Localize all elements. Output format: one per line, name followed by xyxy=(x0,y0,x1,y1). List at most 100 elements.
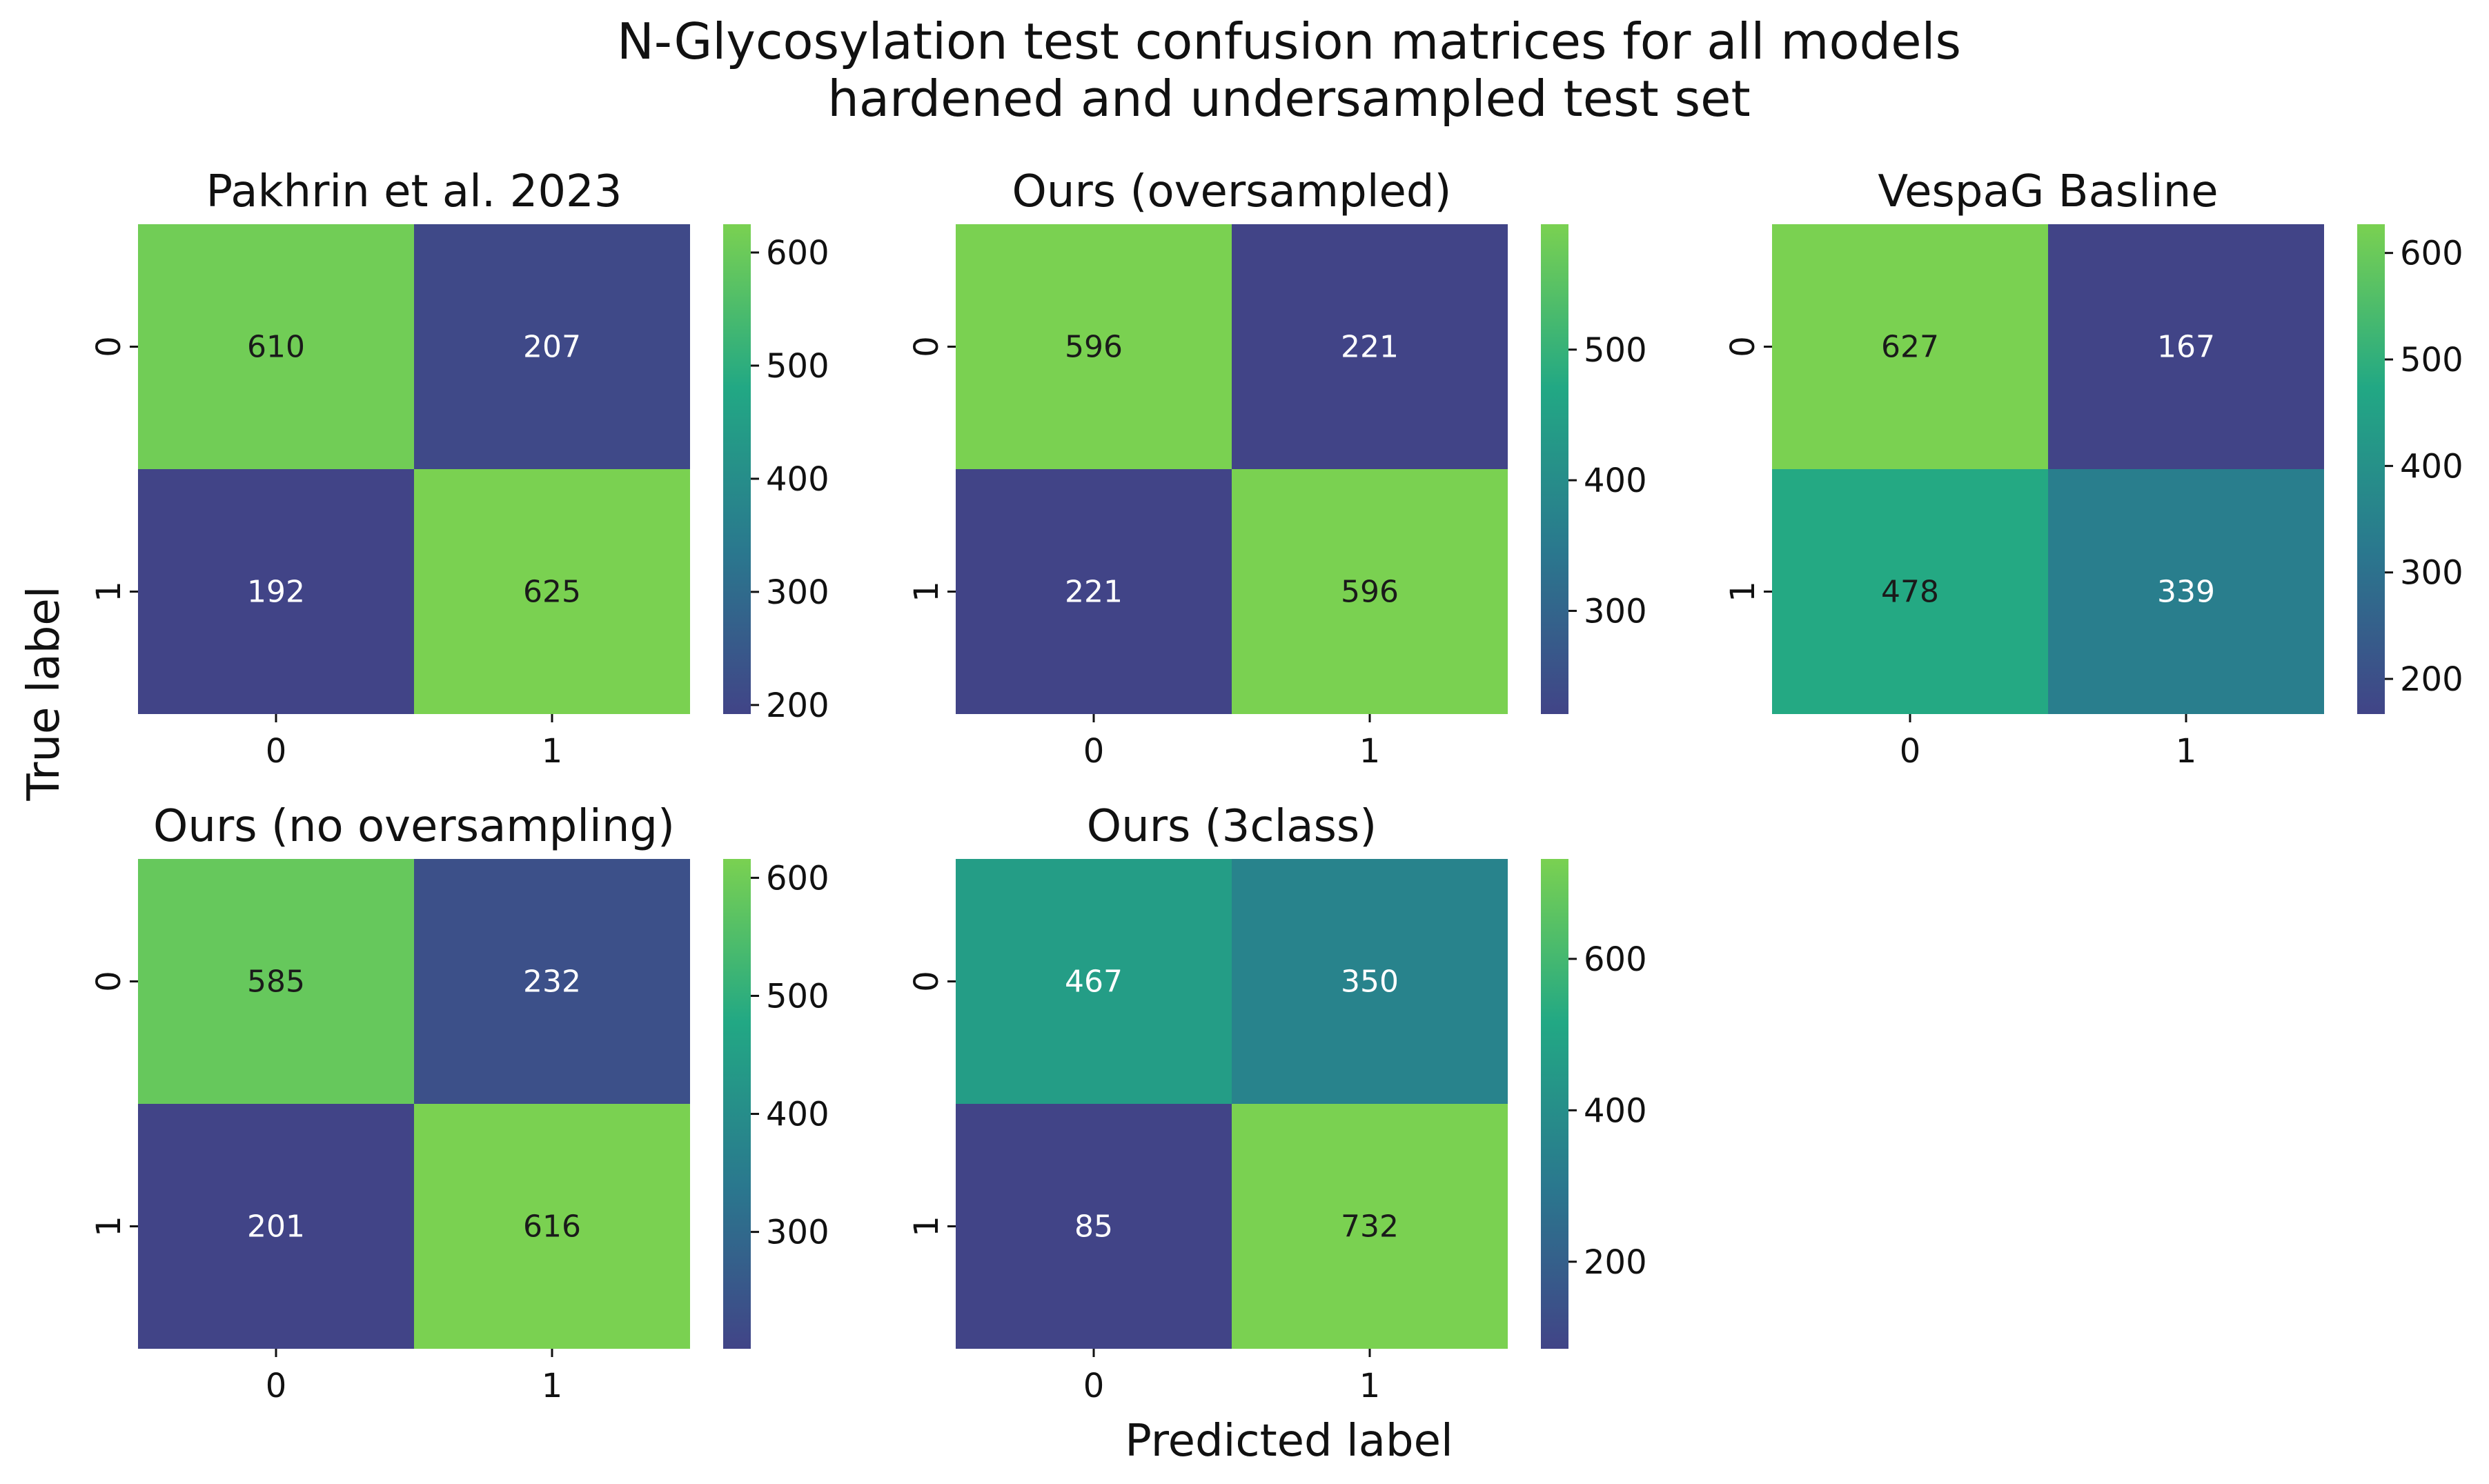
heatmap-panel-1: Pakhrin et al. 2023 610 207 192 625 0 1 0 1 200 30… xyxy=(90,166,829,771)
panel-title: Ours (no oversampling) xyxy=(153,801,675,852)
colorbar-tick-label: 500 xyxy=(766,347,829,386)
heatmap-cell xyxy=(2048,469,2324,714)
heatmap-panel-2: Ours (oversampled) 596 221 221 596 0 1 0 1 300 400… xyxy=(907,166,1647,771)
colorbar-tick-label: 600 xyxy=(766,234,829,273)
colorbar-tick-label: 600 xyxy=(1584,940,1647,979)
cell-value-label: 625 xyxy=(523,575,581,610)
colorbar-tick-label: 500 xyxy=(766,977,829,1016)
y-tick-label: 0 xyxy=(90,336,128,357)
heatmap-cell xyxy=(1772,224,2048,469)
heatmap-cell xyxy=(138,224,414,469)
cell-value-label: 596 xyxy=(1341,575,1399,610)
heatmap-cell xyxy=(1232,224,1508,469)
colorbar-tick-label: 300 xyxy=(1584,592,1647,631)
y-tick-label: 1 xyxy=(907,1216,946,1237)
cell-value-label: 467 xyxy=(1065,964,1123,1000)
cell-value-label: 339 xyxy=(2157,575,2215,610)
colorbar-tick-label: 300 xyxy=(2400,554,2463,593)
colorbar-tick-label: 400 xyxy=(766,460,829,499)
colorbar-tick-label: 200 xyxy=(2400,660,2463,699)
cell-value-label: 192 xyxy=(247,575,305,610)
heatmap-panel-5: Ours (3class) 467 350 85 732 0 1 0 1 200 400 600 xyxy=(907,801,1647,1405)
cell-value-label: 221 xyxy=(1341,330,1399,365)
x-tick-label: 1 xyxy=(542,1367,563,1405)
colorbar-tick-label: 400 xyxy=(766,1096,829,1134)
colorbar-tick-label: 400 xyxy=(2400,447,2463,486)
panel-title: Ours (oversampled) xyxy=(1012,166,1452,217)
heatmap-cell xyxy=(956,859,1232,1104)
colorbar-tick-label: 400 xyxy=(1584,462,1647,500)
colorbar xyxy=(1541,224,1568,714)
colorbar-tick-label: 200 xyxy=(766,686,829,725)
cell-value-label: 207 xyxy=(523,330,581,365)
y-tick-label: 1 xyxy=(90,581,128,602)
y-tick-label: 0 xyxy=(90,971,128,992)
heatmap-cell xyxy=(956,224,1232,469)
x-tick-label: 0 xyxy=(1083,1367,1105,1405)
x-tick-label: 0 xyxy=(1900,732,1921,771)
figure-title-line-1: N-Glycosylation test confusion matrices … xyxy=(617,12,1961,70)
heatmap-cell xyxy=(2048,224,2324,469)
cell-value-label: 201 xyxy=(247,1209,305,1245)
cell-value-label: 167 xyxy=(2157,330,2215,365)
x-tick-label: 0 xyxy=(1083,732,1105,771)
cell-value-label: 350 xyxy=(1341,964,1399,1000)
cell-value-label: 232 xyxy=(523,964,581,1000)
heatmap-cell xyxy=(956,469,1232,714)
heatmap-cell xyxy=(414,224,690,469)
x-tick-label: 1 xyxy=(1359,732,1381,771)
x-tick-label: 0 xyxy=(266,732,287,771)
colorbar-tick-label: 400 xyxy=(1584,1091,1647,1130)
cell-value-label: 221 xyxy=(1065,575,1123,610)
x-tick-label: 1 xyxy=(542,732,563,771)
y-tick-label: 1 xyxy=(1724,581,1762,602)
x-tick-label: 0 xyxy=(266,1367,287,1405)
colorbar xyxy=(723,859,751,1349)
cell-value-label: 585 xyxy=(247,964,305,1000)
heatmap-cell xyxy=(414,859,690,1104)
colorbar xyxy=(2357,224,2385,714)
cell-value-label: 732 xyxy=(1341,1209,1399,1245)
figure-title-line-2: hardened and undersampled test set xyxy=(827,70,1750,128)
heatmap-cell xyxy=(138,859,414,1104)
heatmap-cell xyxy=(1232,859,1508,1104)
colorbar xyxy=(1541,859,1568,1349)
heatmap-cell xyxy=(1772,469,2048,714)
colorbar-tick-label: 600 xyxy=(2400,235,2463,273)
cell-value-label: 616 xyxy=(523,1209,581,1245)
y-tick-label: 0 xyxy=(1724,336,1762,357)
cell-value-label: 627 xyxy=(1881,330,1939,365)
panel-title: Pakhrin et al. 2023 xyxy=(206,166,622,217)
x-tick-label: 1 xyxy=(1359,1367,1381,1405)
cell-value-label: 85 xyxy=(1074,1209,1113,1245)
heatmap-cell xyxy=(138,1104,414,1349)
heatmap-panel-3: VespaG Basline 627 167 478 339 0 1 0 1 200 300 400 5… xyxy=(1724,166,2463,771)
x-tick-label: 1 xyxy=(2176,732,2197,771)
y-tick-label: 1 xyxy=(907,581,946,602)
colorbar xyxy=(723,224,751,714)
x-axis-label: Predicted label xyxy=(1125,1416,1453,1467)
heatmap-cell xyxy=(1232,469,1508,714)
y-tick-label: 1 xyxy=(90,1216,128,1237)
heatmap-cell xyxy=(414,1104,690,1349)
heatmap-cell xyxy=(138,469,414,714)
heatmap-cell xyxy=(414,469,690,714)
cell-value-label: 610 xyxy=(247,330,305,365)
panels: Pakhrin et al. 2023 610 207 192 625 0 1 0 1 200 30… xyxy=(90,166,2463,1405)
colorbar-tick-label: 500 xyxy=(1584,331,1647,370)
heatmap-cell xyxy=(956,1104,1232,1349)
panel-title: Ours (3class) xyxy=(1087,801,1377,852)
cell-value-label: 596 xyxy=(1065,330,1123,365)
heatmap-panel-4: Ours (no oversampling) 585 232 201 616 0 1 0 1 30… xyxy=(90,801,829,1405)
colorbar-tick-label: 200 xyxy=(1584,1243,1647,1282)
panel-title: VespaG Basline xyxy=(1878,166,2218,217)
colorbar-tick-label: 600 xyxy=(766,859,829,898)
y-tick-label: 0 xyxy=(907,336,946,357)
y-axis-label: True label xyxy=(19,586,70,801)
cell-value-label: 478 xyxy=(1881,575,1939,610)
colorbar-tick-label: 300 xyxy=(766,573,829,612)
colorbar-tick-label: 500 xyxy=(2400,341,2463,379)
y-tick-label: 0 xyxy=(907,971,946,992)
colorbar-tick-label: 300 xyxy=(766,1214,829,1252)
